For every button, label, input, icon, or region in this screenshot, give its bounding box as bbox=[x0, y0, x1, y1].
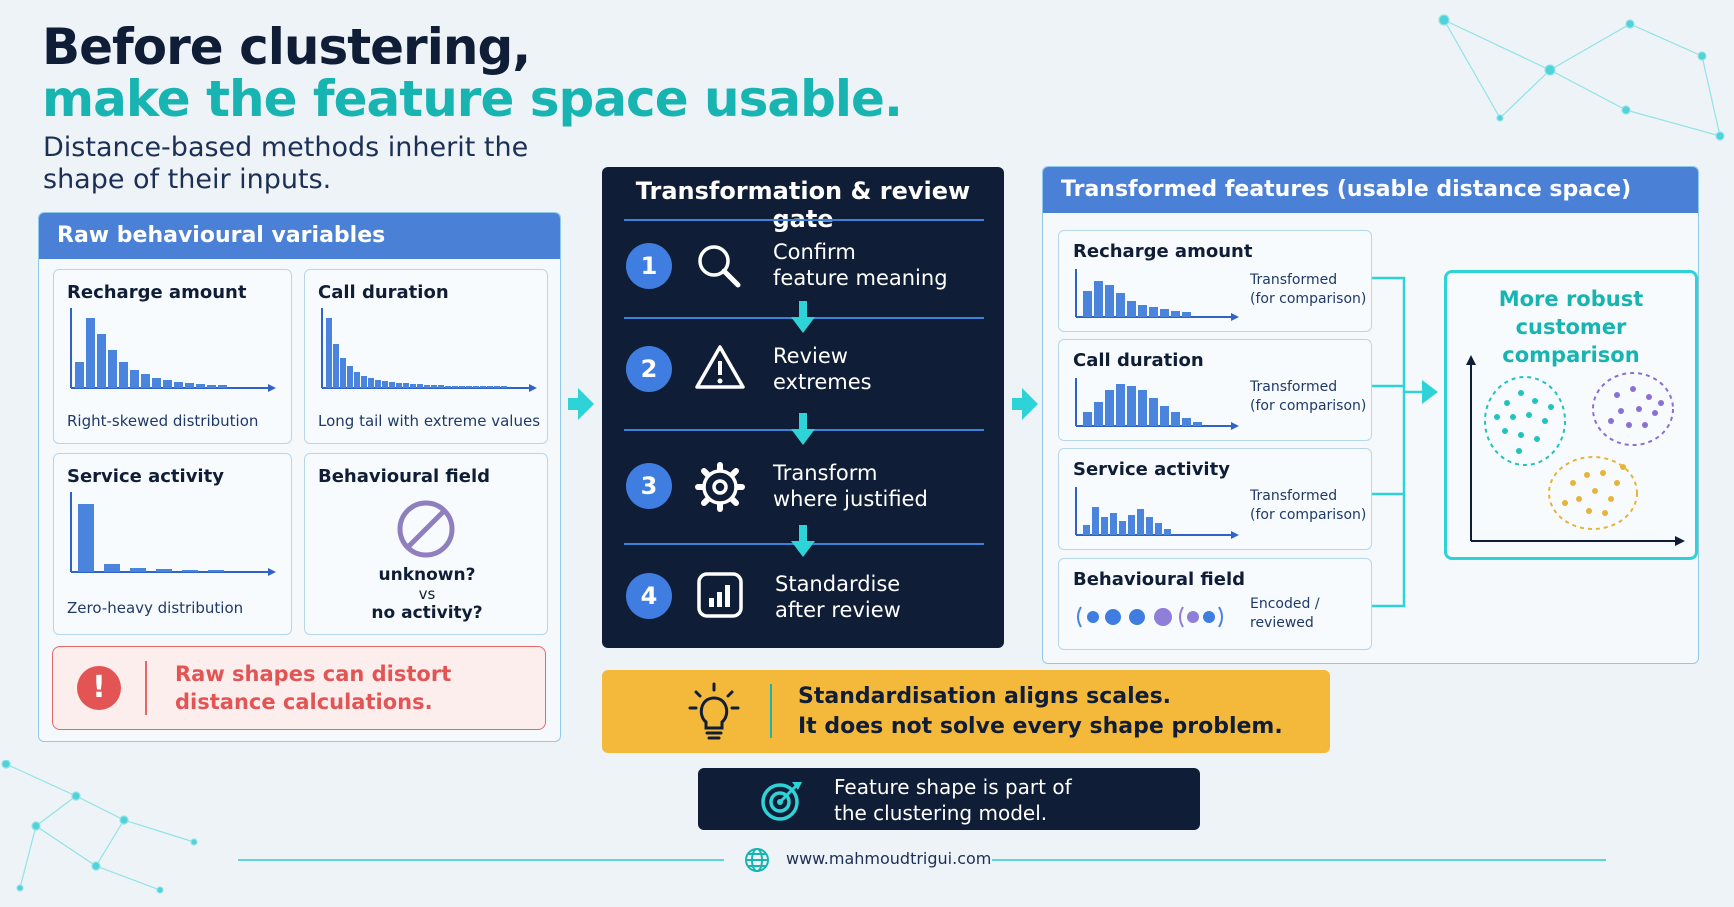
step-label-3: Transform where justified bbox=[773, 461, 928, 511]
transformation-review-gate: Transformation & review gate 1 Confirm fe… bbox=[602, 167, 1004, 648]
target-icon bbox=[761, 782, 802, 821]
long-tail-histogram bbox=[321, 308, 537, 392]
raw-card-title: Call duration bbox=[318, 282, 449, 303]
feature-shape-callout: Feature shape is part of the clustering … bbox=[698, 768, 1200, 830]
transformed-histogram bbox=[1075, 378, 1239, 430]
warning-text-line-2: distance calculations. bbox=[175, 690, 433, 714]
arrow-down-icon bbox=[791, 301, 815, 333]
warning-text-line-1: Raw shapes can distort bbox=[175, 662, 452, 686]
raw-card-recharge: Recharge amount Right-skewed distributio… bbox=[53, 269, 292, 444]
right-skewed-histogram bbox=[70, 308, 276, 392]
raw-card-caption: Long tail with extreme values bbox=[318, 412, 541, 430]
network-decoration-bottom-left bbox=[1, 760, 198, 894]
gate-title: Transformation & review gate bbox=[635, 177, 971, 233]
distortion-warning: ! Raw shapes can distort distance calcul… bbox=[52, 646, 546, 730]
vs-label: vs bbox=[418, 585, 436, 603]
step-number-4: 4 bbox=[626, 573, 672, 619]
unknown-label: unknown? bbox=[378, 565, 476, 585]
step-label-1: Confirm feature meaning bbox=[773, 240, 948, 290]
network-decoration-top-right bbox=[1438, 14, 1725, 141]
note-line-2: It does not solve every shape problem. bbox=[798, 714, 1283, 739]
globe-icon bbox=[745, 848, 769, 872]
footer-divider-right bbox=[992, 859, 1606, 861]
search-icon bbox=[698, 245, 741, 288]
arrow-down-icon bbox=[791, 413, 815, 445]
footer-divider-left bbox=[238, 859, 724, 861]
bar-chart-icon bbox=[697, 572, 743, 618]
raw-card-title: Behavioural field bbox=[318, 466, 491, 487]
arrow-down-icon bbox=[791, 525, 815, 557]
raw-variables-panel: Raw behavioural variables Recharge amoun… bbox=[38, 212, 561, 742]
step-label-2: Review extremes bbox=[773, 344, 872, 394]
standardisation-note: Standardisation aligns scales. It does n… bbox=[602, 670, 1330, 753]
raw-panel-title: Raw behavioural variables bbox=[39, 213, 560, 259]
raw-card-call-duration: Call duration Long tail with extre bbox=[304, 269, 548, 444]
raw-card-title: Recharge amount bbox=[67, 282, 247, 303]
prohibited-icon bbox=[397, 500, 455, 558]
raw-card-caption: Zero-heavy distribution bbox=[67, 599, 244, 617]
arrow-right-icon bbox=[1012, 388, 1038, 420]
page-subtitle: Distance-based methods inherit the shape… bbox=[43, 132, 529, 195]
website-link[interactable]: www.mahmoudtrigui.com bbox=[786, 849, 992, 868]
gear-icon bbox=[695, 462, 745, 512]
step-number-2: 2 bbox=[626, 346, 672, 392]
arrow-right-icon bbox=[568, 388, 594, 420]
transformed-panel-title: Transformed features (usable distance sp… bbox=[1043, 167, 1698, 213]
transformed-card-recharge: Recharge amount Transformed (for comparis… bbox=[1058, 230, 1372, 332]
callout-line-2: the clustering model. bbox=[834, 801, 1048, 825]
transformed-histogram bbox=[1075, 269, 1239, 321]
result-panel: More robust customer comparison bbox=[1444, 270, 1698, 560]
step-number-1: 1 bbox=[626, 243, 672, 289]
alert-icon: ! bbox=[77, 666, 121, 710]
raw-card-service-activity: Service activity Zero-heavy distribution bbox=[53, 453, 292, 635]
result-title-line-1: More robust bbox=[1498, 287, 1644, 311]
connector-bracket bbox=[1372, 276, 1438, 608]
transformed-card-behavioural-field: Behavioural field Encoded / reviewed bbox=[1058, 558, 1372, 650]
encoded-category-dots bbox=[1077, 606, 1223, 628]
transformed-card-service-activity: Service activity Transformed (for compari… bbox=[1058, 448, 1372, 550]
step-number-3: 3 bbox=[626, 463, 672, 509]
note-line-1: Standardisation aligns scales. bbox=[798, 684, 1172, 709]
zero-heavy-histogram bbox=[70, 492, 276, 576]
page-title-line-1: Before clustering, bbox=[42, 18, 531, 76]
callout-line-1: Feature shape is part of bbox=[834, 775, 1072, 799]
raw-card-behavioural-field: Behavioural field unknown? vs no activit… bbox=[304, 453, 548, 635]
step-label-4: Standardise after review bbox=[775, 572, 901, 622]
page-title-line-2: make the feature space usable. bbox=[42, 70, 903, 128]
cluster-scatter-plot bbox=[1466, 355, 1685, 546]
warning-icon bbox=[695, 345, 745, 389]
no-activity-label: no activity? bbox=[371, 603, 483, 623]
raw-card-caption: Right-skewed distribution bbox=[67, 412, 259, 430]
transformed-histogram bbox=[1075, 487, 1239, 539]
lightbulb-icon bbox=[688, 682, 740, 740]
transformed-card-call-duration: Call duration Transformed (for comparison… bbox=[1058, 339, 1372, 441]
raw-card-title: Service activity bbox=[67, 466, 224, 487]
result-title-line-2: customer comparison bbox=[1502, 315, 1640, 367]
